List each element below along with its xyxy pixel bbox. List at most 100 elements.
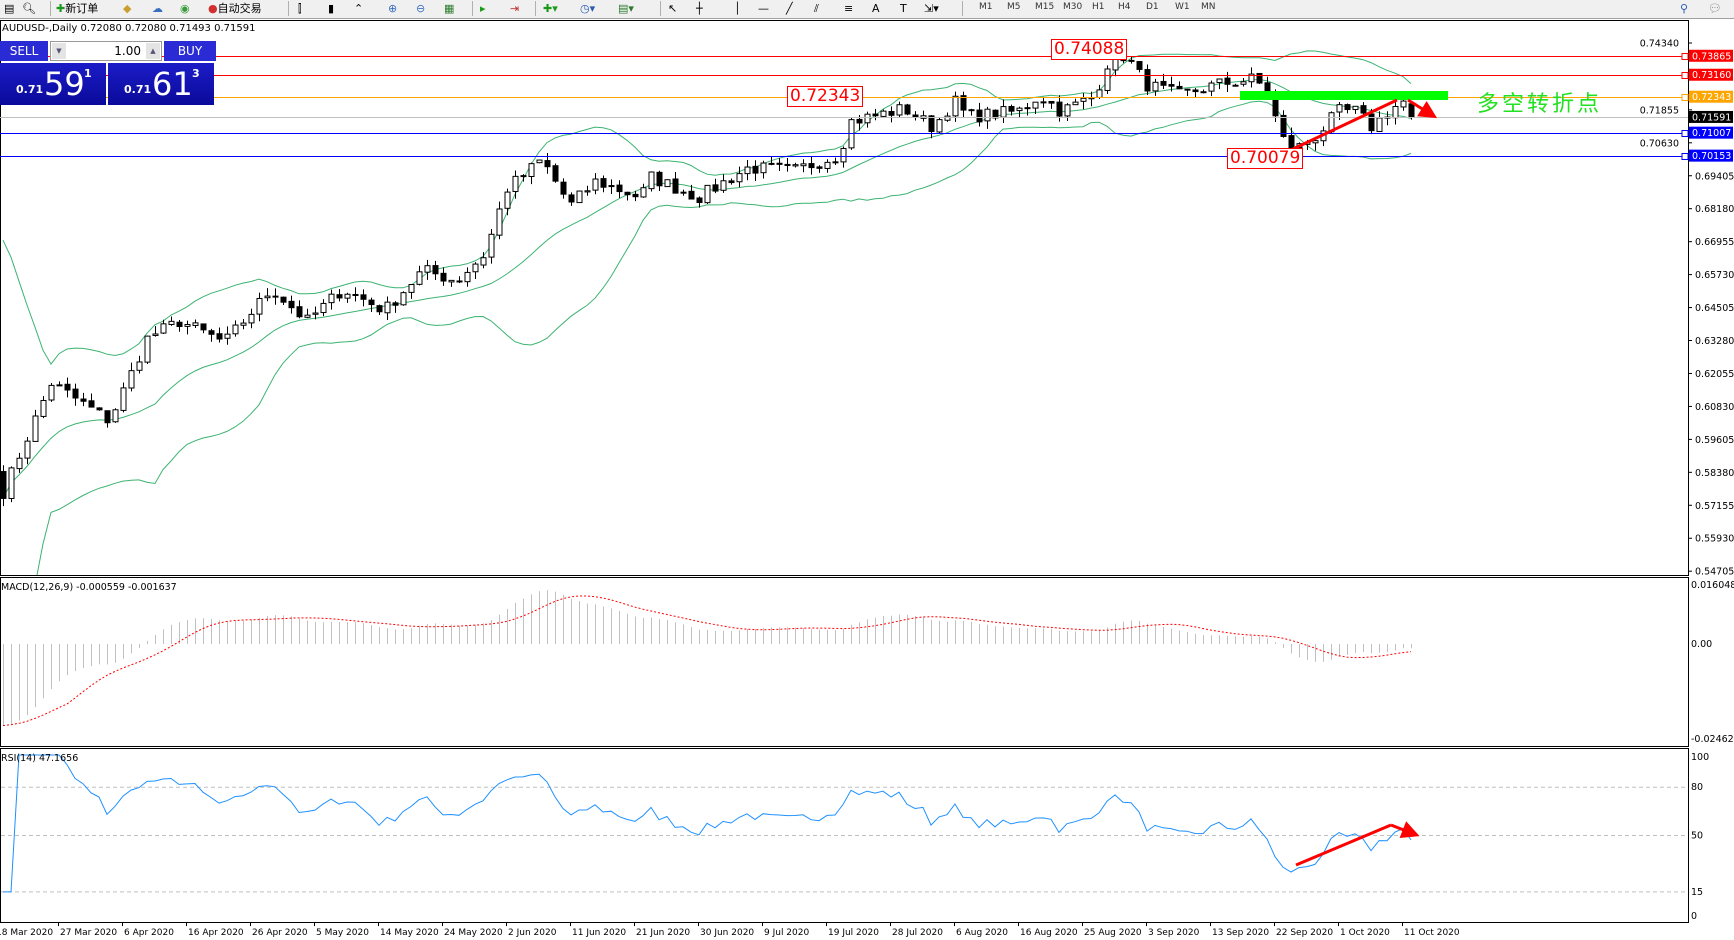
sell-price-fraction: 1 <box>84 67 92 80</box>
lot-size-input[interactable] <box>67 43 141 59</box>
new-order-button[interactable]: ✚新订单 <box>56 1 98 16</box>
list-icon[interactable]: ▤ <box>4 2 15 15</box>
data-window-icon[interactable]: ☁ <box>152 2 163 15</box>
candle <box>1264 76 1271 93</box>
candle-body <box>600 178 607 188</box>
candle-body <box>480 257 487 266</box>
candle <box>648 171 655 192</box>
price-tag <box>1689 149 1733 162</box>
zoom-out-icon[interactable]: ⊖ <box>416 2 426 15</box>
trendline-icon[interactable]: ╱ <box>786 2 793 15</box>
candle-chart-icon[interactable]: ▮ <box>328 2 335 15</box>
candle <box>584 185 591 196</box>
candle-body <box>272 295 279 298</box>
crosshair-icon[interactable]: ┼ <box>696 2 703 15</box>
candle-body <box>856 118 863 124</box>
search-icon[interactable]: ⚲ <box>1680 2 1689 15</box>
high-price-label[interactable]: 0.74088 <box>1051 39 1128 60</box>
channel-icon[interactable]: ⫽ <box>814 2 819 15</box>
candle-body <box>648 171 655 190</box>
vertical-line-icon[interactable]: │ <box>734 2 741 15</box>
timeframe-m1[interactable]: M1 <box>979 2 993 12</box>
shift-icon[interactable]: ⇥ <box>510 2 520 15</box>
candle-body <box>376 305 383 313</box>
candle-body <box>1192 89 1199 93</box>
candle-body <box>1152 81 1159 92</box>
price-tick-label: 0.57155 <box>1695 501 1734 512</box>
arrow-icon[interactable]: ⇲▾ <box>924 2 939 15</box>
candle-body <box>320 302 327 314</box>
candle <box>8 466 15 503</box>
text-icon[interactable]: A <box>872 2 880 15</box>
candle <box>176 320 183 332</box>
timeframe-d1[interactable]: D1 <box>1146 2 1159 12</box>
candle-body <box>640 187 647 198</box>
candle <box>936 117 943 133</box>
candle <box>168 316 175 326</box>
sell-button[interactable]: SELL <box>0 41 48 61</box>
candle-body <box>1248 73 1255 83</box>
price-tick-label: 0.74340 <box>1640 39 1679 50</box>
clock-icon[interactable]: ◷▾ <box>580 2 596 15</box>
zoom-in-icon[interactable]: ⊕ <box>388 2 398 15</box>
lot-increase-button[interactable]: ▲ <box>146 43 160 59</box>
candle-body <box>736 173 743 183</box>
lot-decrease-button[interactable]: ▼ <box>52 43 66 59</box>
timeframe-w1[interactable]: W1 <box>1175 2 1190 12</box>
auto-trading-button[interactable]: ●自动交易 <box>208 1 262 16</box>
candle-body <box>984 108 991 122</box>
market-watch-icon[interactable]: ◆ <box>123 2 132 15</box>
candle <box>160 319 167 335</box>
tile-icon[interactable]: ▦ <box>444 2 455 15</box>
resistance-price-label[interactable]: 0.72343 <box>787 86 864 107</box>
timeframe-h1[interactable]: H1 <box>1092 2 1105 12</box>
price-tag <box>1689 68 1733 81</box>
candle-body <box>784 163 791 166</box>
label-icon[interactable]: T <box>900 2 907 15</box>
candle <box>40 396 47 419</box>
cursor-icon[interactable]: ↖ <box>668 2 678 15</box>
candle-body <box>664 179 671 188</box>
candle-body <box>416 271 423 285</box>
candle-body <box>1312 140 1319 144</box>
timeframe-m15[interactable]: M15 <box>1035 2 1055 12</box>
signal-icon[interactable]: ◉ <box>180 2 190 15</box>
candle <box>824 159 831 173</box>
date-tick-label: 19 Jul 2020 <box>828 928 879 938</box>
candle <box>96 407 103 411</box>
price-tick-label: 0.66955 <box>1695 237 1734 248</box>
candle <box>296 300 303 319</box>
buy-price-button[interactable]: 0.71 61 3 <box>108 63 214 105</box>
candle-body <box>1104 68 1111 91</box>
timeframe-m5[interactable]: M5 <box>1007 2 1021 12</box>
fibonacci-icon[interactable]: ≡ <box>844 2 854 15</box>
line-chart-icon[interactable]: ⌃ <box>354 2 364 15</box>
candle-body <box>232 324 239 335</box>
candle <box>968 108 975 116</box>
candle <box>760 160 767 179</box>
bar-chart-icon[interactable]: ⫿ <box>298 2 302 15</box>
sell-price-button[interactable]: 0.71 59 1 <box>0 63 106 105</box>
pivot-point-text[interactable]: 多空转折点 <box>1477 92 1603 117</box>
scroll-icon[interactable]: ▸ <box>480 2 486 15</box>
timeframe-m30[interactable]: M30 <box>1063 2 1083 12</box>
indicator-icon[interactable]: ✚▾ <box>543 2 558 15</box>
candle <box>432 260 439 281</box>
print-preview-icon[interactable]: 🔍︎ <box>22 2 36 15</box>
template-icon[interactable]: ▤▾ <box>618 2 634 15</box>
candle <box>1096 84 1103 100</box>
candle-body <box>504 191 511 209</box>
candle <box>1168 76 1175 92</box>
timeframe-mn[interactable]: MN <box>1201 2 1216 12</box>
timeframe-h4[interactable]: H4 <box>1118 2 1131 12</box>
candle-body <box>496 208 503 236</box>
candle <box>792 162 799 168</box>
auto-trading-icon: ● <box>208 2 218 15</box>
low-price-label[interactable]: 0.70079 <box>1227 148 1304 169</box>
uptrend-arrow <box>1292 98 1398 151</box>
chat-icon[interactable]: 💬︎ <box>1708 2 1722 15</box>
horizontal-line-icon[interactable]: — <box>758 2 769 15</box>
price-tag-label: 0.73160 <box>1692 70 1731 81</box>
buy-button[interactable]: BUY <box>164 41 216 61</box>
